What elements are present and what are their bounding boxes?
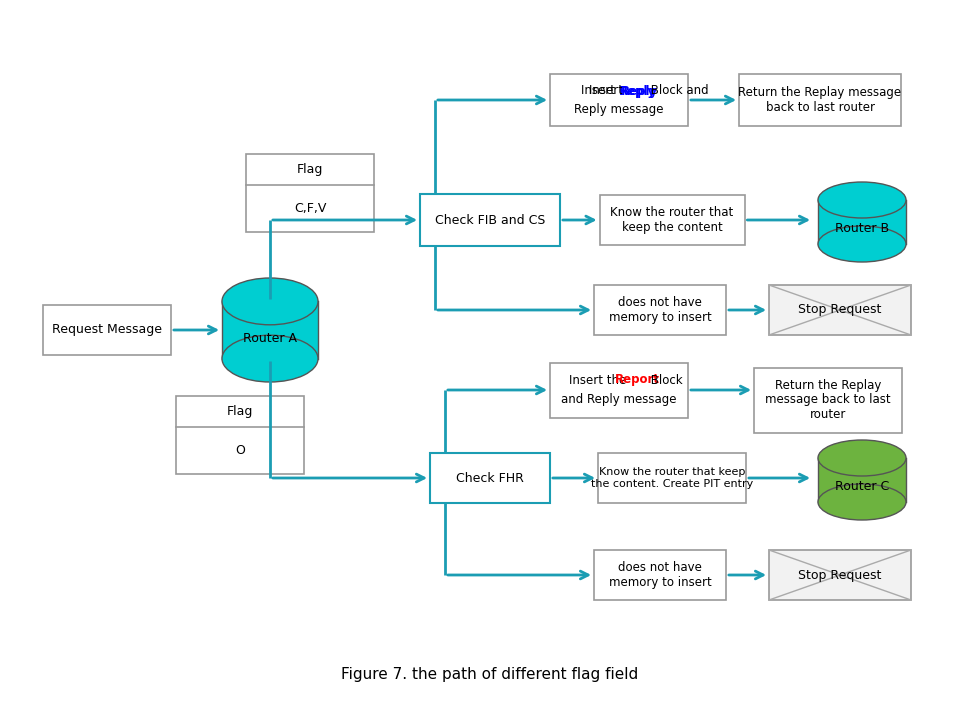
Bar [594,285,726,335]
Bar [818,458,906,502]
Bar [420,194,560,246]
Bar [246,154,374,232]
Bar [594,550,726,600]
Bar [550,363,688,417]
Text: does not have
memory to insert: does not have memory to insert [609,561,711,589]
Text: Report: Report [615,374,660,386]
Ellipse shape [222,278,318,325]
Bar [769,285,911,335]
Text: Figure 7. the path of different flag field: Figure 7. the path of different flag fie… [341,667,639,681]
Bar [176,396,304,474]
Text: Reply: Reply [621,84,659,97]
Ellipse shape [222,335,318,382]
Text: Reply: Reply [619,84,657,97]
Bar [430,453,550,503]
Text: Return the Replay message
back to last router: Return the Replay message back to last r… [739,86,902,114]
Text: Stop Request: Stop Request [799,569,882,582]
Text: O: O [235,444,245,457]
Text: and Reply message: and Reply message [562,393,677,406]
Text: C,F,V: C,F,V [294,202,326,215]
Bar [43,305,171,355]
Text: Insert: Insert [589,84,627,97]
Text: Block: Block [647,374,683,386]
Text: Check FHR: Check FHR [456,472,524,484]
Text: Know the router that
keep the content: Know the router that keep the content [611,206,734,234]
Bar [739,74,901,126]
Bar [818,200,906,244]
Bar [769,550,911,600]
Text: Request Message: Request Message [52,324,162,337]
Text: Return the Replay
message back to last
router: Return the Replay message back to last r… [765,379,891,422]
Text: Stop Request: Stop Request [799,303,882,317]
Text: Reply message: Reply message [574,103,663,115]
Text: Insert: Insert [581,84,619,97]
Text: Insert the: Insert the [569,374,630,386]
Bar [754,367,902,432]
Text: Router A: Router A [243,332,297,345]
Ellipse shape [818,182,906,218]
Ellipse shape [818,226,906,262]
Text: Flag: Flag [297,163,323,176]
Ellipse shape [818,484,906,520]
Bar [222,301,318,358]
Bar [600,195,745,245]
Text: Know the router that keep
the content. Create PIT entry: Know the router that keep the content. C… [591,467,753,489]
Text: Flag: Flag [226,405,253,418]
Text: Router C: Router C [835,480,889,493]
Bar [550,74,688,126]
Text: does not have
memory to insert: does not have memory to insert [609,296,711,324]
Text: Block and: Block and [647,84,709,97]
Text: Check FIB and CS: Check FIB and CS [435,213,545,227]
Text: Router B: Router B [835,222,889,235]
Bar [598,453,746,503]
Ellipse shape [818,440,906,476]
